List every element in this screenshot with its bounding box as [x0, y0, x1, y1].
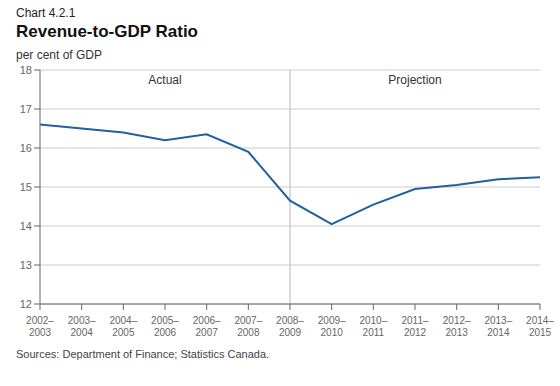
svg-text:16: 16: [20, 142, 32, 154]
svg-text:2014–2015: 2014–2015: [526, 315, 552, 338]
svg-text:18: 18: [20, 64, 32, 76]
svg-text:13: 13: [20, 259, 32, 271]
svg-text:14: 14: [20, 220, 32, 232]
svg-text:2011–2012: 2011–2012: [401, 315, 429, 338]
html-text:Sources: Department of Finance: Sources: Department of Finance; Statisti…: [16, 348, 270, 360]
svg-text:2012–2013: 2012–2013: [443, 315, 471, 338]
svg-text:Actual: Actual: [148, 73, 181, 87]
svg-text:2002–2003: 2002–2003: [26, 315, 54, 338]
svg-text:2004–2005: 2004–2005: [109, 315, 137, 338]
svg-text:17: 17: [20, 103, 32, 115]
html-text:Revenue-to-GDP Ratio: Revenue-to-GDP Ratio: [16, 22, 198, 41]
svg-text:12: 12: [20, 298, 32, 310]
svg-text:15: 15: [20, 181, 32, 193]
svg-text:2010–2011: 2010–2011: [359, 315, 387, 338]
svg-text:2008–2009: 2008–2009: [276, 315, 304, 338]
svg-text:2005–2006: 2005–2006: [151, 315, 179, 338]
html-text:Chart 4.2.1: Chart 4.2.1: [16, 6, 76, 20]
svg-text:2009–2010: 2009–2010: [318, 315, 346, 338]
svg-text:2006–2007: 2006–2007: [193, 315, 221, 338]
svg-text:2013–2014: 2013–2014: [484, 315, 512, 338]
svg-text:Projection: Projection: [388, 73, 441, 87]
html-text:per cent of GDP: per cent of GDP: [16, 48, 102, 62]
svg-text:2007–2008: 2007–2008: [234, 315, 262, 338]
svg-text:2003–2004: 2003–2004: [68, 315, 96, 338]
